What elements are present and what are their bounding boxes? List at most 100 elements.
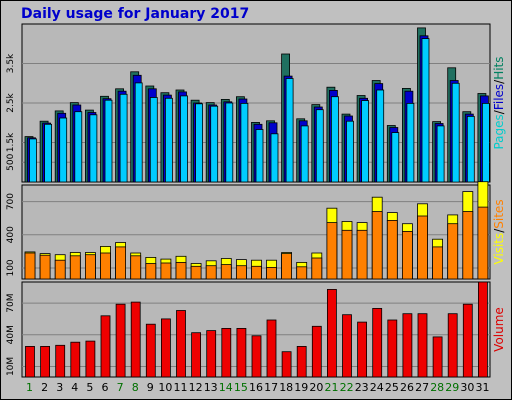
bar-visitors-sites-day-24 [371,211,383,280]
bar-visitors-sites-day-19 [296,266,308,280]
x-tick-label-day-8: 8 [132,381,139,394]
bar-volume-volume-day-15 [236,327,247,378]
bar-visitors-sites-day-26 [401,230,413,280]
y-axis-label-part-requests-4: Hits [492,56,506,79]
y-tick-label-volume-0: 10M [6,357,16,376]
x-tick-label-day-17: 17 [264,381,278,394]
panel-visitors: 100 400 700 Visits/Sites [6,181,506,280]
y-axis-label-volume: Volume [492,307,506,352]
bar-visitors-sites-day-1 [24,252,36,280]
bar-requests-pages-day-4 [74,111,83,183]
y-axis-label-part-visitors-2: Sites [492,199,506,228]
bar-requests-pages-day-31 [481,103,490,183]
bar-volume-volume-day-3 [55,344,66,378]
bar-visitors-sites-day-2 [39,254,51,280]
bar-requests-pages-day-17 [270,133,279,183]
bar-volume-volume-day-16 [251,335,262,378]
bar-visitors-sites-day-31 [477,206,489,280]
x-tick-label-day-1: 1 [26,381,33,394]
bar-requests-pages-day-12 [195,103,204,183]
bar-visitors-sites-day-5 [85,254,96,280]
bar-volume-volume-day-9 [145,323,156,378]
bar-requests-pages-day-15 [240,103,249,183]
y-tick-label-visitors-0: 100 [6,259,16,276]
bar-requests-pages-day-2 [44,123,52,183]
bar-visitors-sites-day-25 [386,219,398,280]
bar-visitors-sites-day-15 [235,265,247,280]
bar-requests-pages-day-25 [391,132,400,183]
bar-visitors-sites-day-27 [417,215,428,280]
bar-volume-volume-day-17 [266,319,277,378]
bar-visitors-sites-day-28 [432,246,444,280]
x-tick-label-day-31: 31 [476,381,490,394]
bar-visitors-sites-day-16 [251,265,262,280]
bar-volume-volume-day-19 [296,345,307,378]
x-tick-label-day-18: 18 [279,381,293,394]
y-tick-label-volume-1: 40M [6,325,16,344]
bar-volume-volume-day-31 [477,281,488,378]
bar-requests-pages-day-9 [149,97,158,183]
bar-requests-pages-day-23 [361,100,370,183]
bar-visitors-sites-day-3 [54,259,66,280]
bar-requests-pages-day-3 [59,117,68,183]
x-tick-label-day-11: 11 [174,381,188,394]
x-tick-label-day-27: 27 [415,381,429,394]
y-axis-label-part-requests-3: / [492,79,506,84]
bar-requests-pages-day-1 [29,138,37,183]
bar-volume-volume-day-30 [462,303,473,378]
y-tick-label-requests-2: 2.5k [6,92,16,112]
bar-volume-volume-day-18 [281,351,292,378]
x-tick-label-day-19: 19 [294,381,308,394]
bar-requests-pages-day-20 [315,109,324,183]
y-axis-label-part-requests-2: Files [492,84,506,110]
chart-title: Daily usage for January 2017 [21,6,250,22]
x-tick-label-day-12: 12 [189,381,203,394]
bar-requests-pages-day-22 [346,120,354,183]
y-tick-label-volume-2: 70M [6,294,16,313]
bar-visitors-sites-day-22 [341,229,353,280]
bar-visitors-sites-day-29 [447,223,459,280]
x-tick-label-day-7: 7 [117,381,124,394]
bar-volume-volume-day-21 [326,288,337,378]
y-tick-label-visitors-1: 400 [6,226,16,243]
bar-volume-volume-day-8 [130,301,141,378]
bar-visitors-sites-day-7 [115,246,126,280]
bar-visitors-sites-day-20 [311,257,323,280]
x-tick-label-day-2: 2 [41,381,48,394]
x-tick-label-day-6: 6 [102,381,109,394]
bar-requests-pages-day-6 [104,99,113,183]
x-tick-label-day-9: 9 [147,381,154,394]
bar-visitors-sites-day-14 [220,264,232,280]
bar-visitors-sites-day-4 [69,255,81,280]
bar-requests-pages-day-7 [119,93,128,183]
bar-requests-pages-day-13 [210,105,219,183]
bar-visitors-sites-day-6 [100,252,111,280]
bar-volume-volume-day-7 [115,303,126,378]
bar-requests-pages-day-10 [164,97,173,183]
bar-requests-pages-day-24 [376,89,385,183]
bar-visitors-sites-day-17 [266,266,277,280]
panel-volume: 10M 40M 70M Volume [6,281,506,378]
bar-visitors-sites-day-8 [130,255,142,280]
bar-requests-pages-day-26 [406,103,415,183]
bar-volume-volume-day-11 [176,310,186,378]
bar-volume-volume-day-27 [417,313,428,378]
bar-volume-volume-day-12 [191,332,202,378]
y-axis-label-part-volume-0: Volume [492,307,506,352]
bar-requests-pages-day-19 [300,125,309,183]
bar-volume-volume-day-5 [85,340,96,378]
bar-requests-pages-day-11 [180,95,188,183]
bar-volume-volume-day-4 [70,341,81,378]
bar-volume-volume-day-20 [311,325,322,378]
x-tick-label-day-15: 15 [234,381,248,394]
x-tick-label-day-24: 24 [370,381,384,394]
bar-visitors-sites-day-21 [326,222,338,280]
bar-volume-volume-day-24 [372,307,383,378]
bar-visitors-sites-day-18 [281,253,293,280]
x-tick-label-day-10: 10 [158,381,172,394]
x-tick-label-day-3: 3 [56,381,63,394]
x-tick-label-day-5: 5 [86,381,93,394]
bar-volume-volume-day-25 [387,319,398,378]
bar-requests-pages-day-21 [330,96,339,183]
bar-visitors-sites-day-13 [205,265,217,280]
